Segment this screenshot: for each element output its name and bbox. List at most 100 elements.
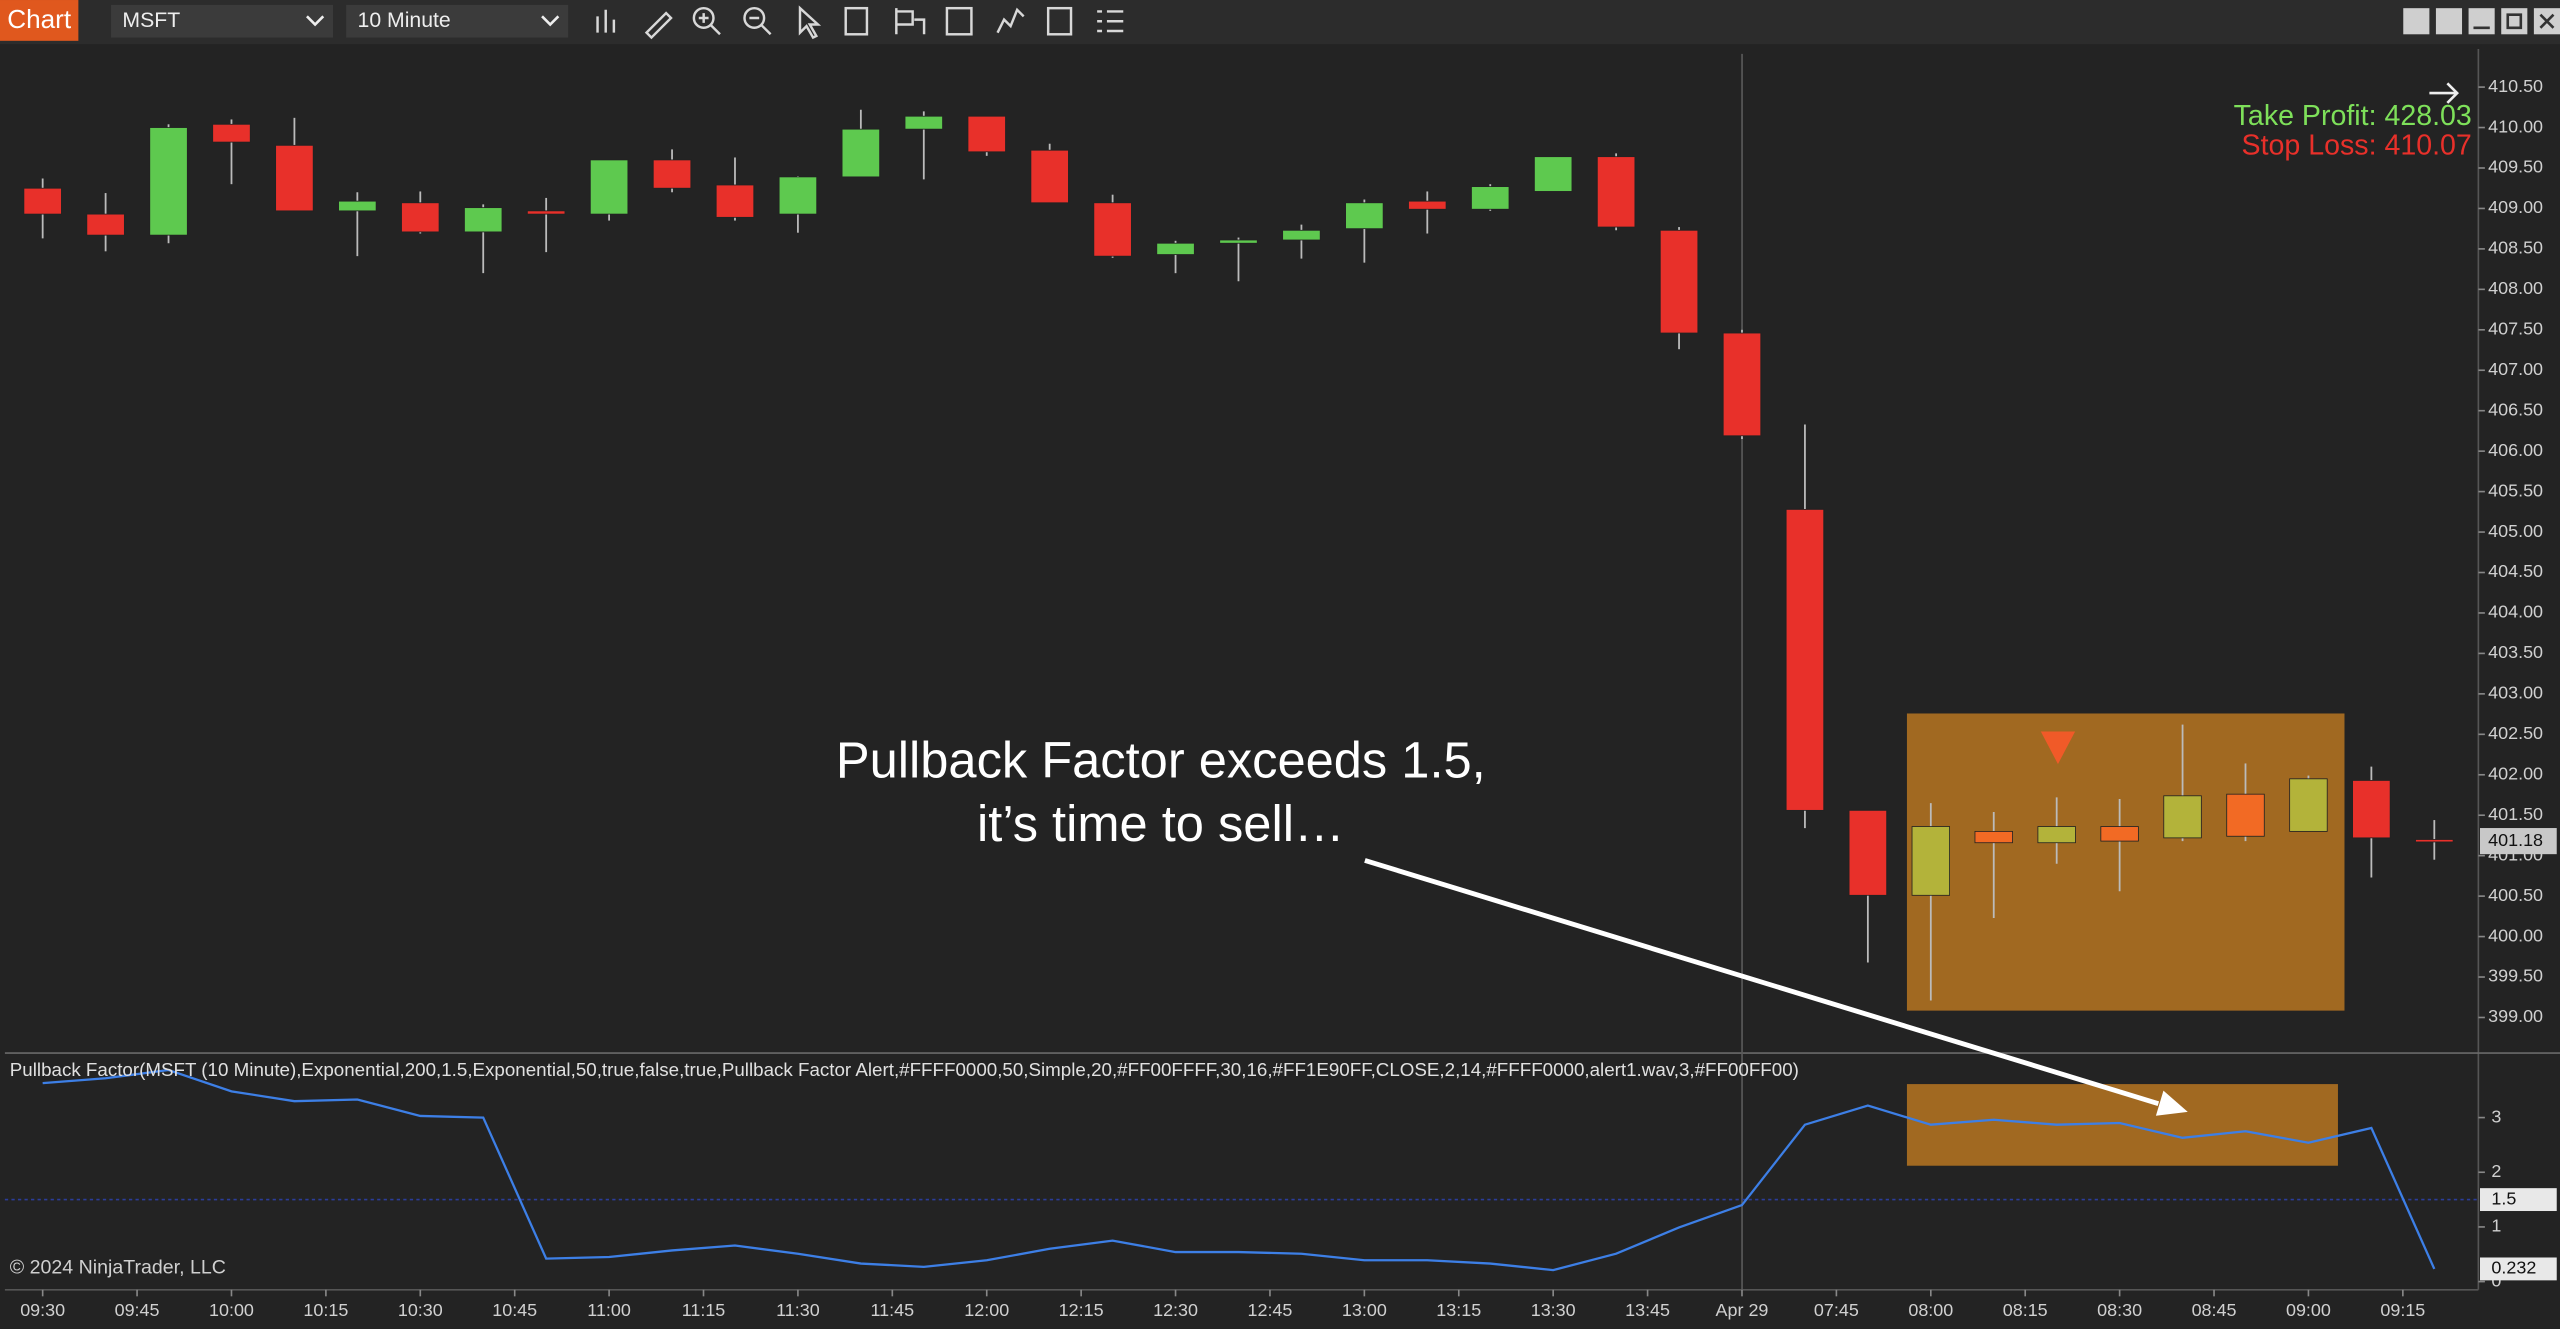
y-tick-label: 406.50 (2488, 399, 2543, 419)
sell-signal (2040, 731, 2076, 765)
annotation-arrow (1364, 858, 2160, 1107)
window-glyphs (2473, 13, 2555, 30)
y-tick-label: 408.50 (2488, 238, 2543, 258)
properties-icon[interactable] (895, 8, 926, 35)
highlight-box (1906, 713, 2345, 1011)
last-price-label: 401.18 (2488, 830, 2543, 850)
pointer-icon[interactable] (798, 5, 822, 40)
candle-body (23, 187, 62, 215)
x-tick-label: 12:30 (1153, 1300, 1198, 1320)
candle-body (1785, 508, 1825, 811)
x-tick-label: 13:45 (1625, 1300, 1670, 1320)
zoom-out-icon[interactable] (743, 6, 766, 29)
candle-body (2289, 778, 2328, 832)
instrument-select[interactable] (111, 4, 334, 38)
x-tick-label: 11:15 (682, 1300, 726, 1320)
y-tick-label: 400.50 (2488, 885, 2543, 905)
zoom-out-glyph[interactable] (749, 16, 772, 36)
y-tick-label: 410.50 (2488, 76, 2543, 96)
candle-body (715, 184, 755, 218)
x-tick-label: 11:00 (587, 1300, 631, 1320)
x-tick-label: 13:00 (1342, 1300, 1387, 1320)
x-tick-label: 11:30 (776, 1300, 820, 1320)
candle-body (841, 128, 881, 178)
chart-tab[interactable] (0, 0, 79, 41)
candle-body (1722, 332, 1762, 437)
candle-body (2352, 780, 2391, 839)
candle-body (652, 159, 692, 189)
x-tick-label: 08:45 (2192, 1300, 2237, 1320)
x-tick-label: 08:30 (2097, 1300, 2142, 1320)
candle-body (1659, 229, 1699, 334)
indicator-label: Pullback Factor(MSFT (10 Minute),Exponen… (10, 1059, 1799, 1080)
zoom-in-glyph[interactable] (698, 13, 721, 36)
price-annotation: Take Profit: 428.03 (2234, 100, 2472, 132)
x-tick-label: 08:15 (2003, 1300, 2048, 1320)
dropdown-arrow[interactable] (541, 15, 560, 27)
y-tick-label: 407.50 (2488, 319, 2543, 339)
candle-body (1030, 149, 1069, 204)
candle-body (86, 213, 125, 236)
candle-body (1282, 229, 1321, 241)
y-tick-label: 409.50 (2488, 157, 2543, 177)
x-tick-label: 09:15 (2380, 1300, 2425, 1320)
y-tick-label: 402.50 (2488, 723, 2543, 743)
candle-body (1533, 156, 1573, 192)
indicators-icon[interactable] (996, 7, 1025, 34)
y-tick-label: 403.00 (2488, 683, 2543, 703)
candle-body (1471, 186, 1510, 210)
strategies-icon[interactable] (945, 6, 973, 36)
x-tick-label: 13:15 (1436, 1300, 1481, 1320)
copyright: © 2024 NinjaTrader, LLC (10, 1257, 226, 1279)
y-tick-label: 402.00 (2488, 763, 2543, 783)
y-tick-label: 3 (2491, 1106, 2501, 1126)
y-tick-label: 401.50 (2488, 804, 2543, 824)
candle-body (1345, 202, 1384, 230)
maximize-button[interactable] (2501, 8, 2528, 35)
y-tick-label: 407.00 (2488, 359, 2543, 379)
candle-body (526, 210, 566, 215)
data-box-icon[interactable] (844, 6, 869, 36)
x-tick-label: 08:00 (1908, 1300, 1953, 1320)
interval-select[interactable] (346, 4, 569, 38)
dropdown-arrow[interactable] (306, 15, 325, 27)
y-tick-label: 405.50 (2488, 480, 2543, 500)
candle-body (1219, 239, 1258, 244)
x-tick-label: 12:45 (1248, 1300, 1293, 1320)
x-tick-label: 07:45 (1814, 1300, 1859, 1320)
candle-body (212, 123, 251, 143)
candle-body (589, 159, 629, 215)
scroll-arrow[interactable] (2429, 82, 2459, 104)
x-tick-label: 11:45 (871, 1300, 915, 1320)
candle-body (967, 115, 1006, 153)
candle-body (2415, 839, 2454, 843)
bars-type-icon[interactable] (596, 9, 616, 33)
annotation-line: it’s time to sell… (977, 795, 1344, 852)
analyzer-icon[interactable] (1046, 6, 1073, 36)
chart-tab-label[interactable]: Chart (7, 4, 72, 34)
reference-box (2480, 1188, 2557, 1212)
y-tick-label: 1 (2491, 1216, 2501, 1236)
x-tick-label: 10:45 (492, 1300, 537, 1320)
instrument-label[interactable]: MSFT (122, 9, 180, 32)
x-tick-label: 09:45 (115, 1300, 160, 1320)
x-tick-label: 10:30 (398, 1300, 443, 1320)
minimize-button[interactable] (2468, 8, 2495, 35)
interval-label[interactable]: 10 Minute (358, 9, 451, 32)
candle-body (1093, 202, 1132, 257)
candle-body (464, 207, 503, 233)
annotation-arrowhead (2155, 1090, 2188, 1116)
draw-icon[interactable] (644, 11, 673, 40)
list-icon[interactable] (1097, 10, 1124, 33)
candle-body (2226, 793, 2265, 837)
candle-body (2100, 826, 2139, 842)
y-tick-label: 409.00 (2488, 197, 2543, 217)
x-tick-label: 10:00 (209, 1300, 254, 1320)
zoom-in-icon[interactable] (692, 6, 715, 29)
window-button[interactable] (2435, 8, 2463, 35)
x-tick-label: 09:00 (2286, 1300, 2331, 1320)
window-button[interactable] (2403, 8, 2430, 35)
x-tick-label: 10:15 (303, 1300, 348, 1320)
y-tick-label: 400.00 (2488, 925, 2543, 945)
